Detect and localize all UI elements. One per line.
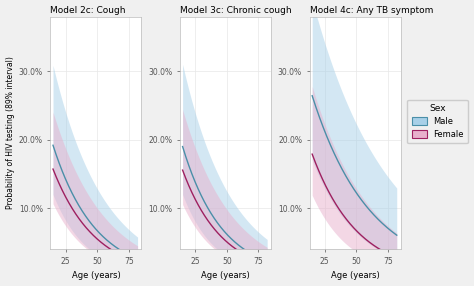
Y-axis label: Probability of HIV testing (89% interval): Probability of HIV testing (89% interval…: [6, 57, 15, 209]
Text: Model 3c: Chronic cough: Model 3c: Chronic cough: [180, 5, 292, 15]
Legend: Male, Female: Male, Female: [408, 100, 468, 143]
Text: Model 4c: Any TB symptom: Model 4c: Any TB symptom: [310, 5, 433, 15]
X-axis label: Age (years): Age (years): [201, 271, 250, 281]
Text: Model 2c: Cough: Model 2c: Cough: [51, 5, 126, 15]
X-axis label: Age (years): Age (years): [72, 271, 120, 281]
X-axis label: Age (years): Age (years): [331, 271, 380, 281]
